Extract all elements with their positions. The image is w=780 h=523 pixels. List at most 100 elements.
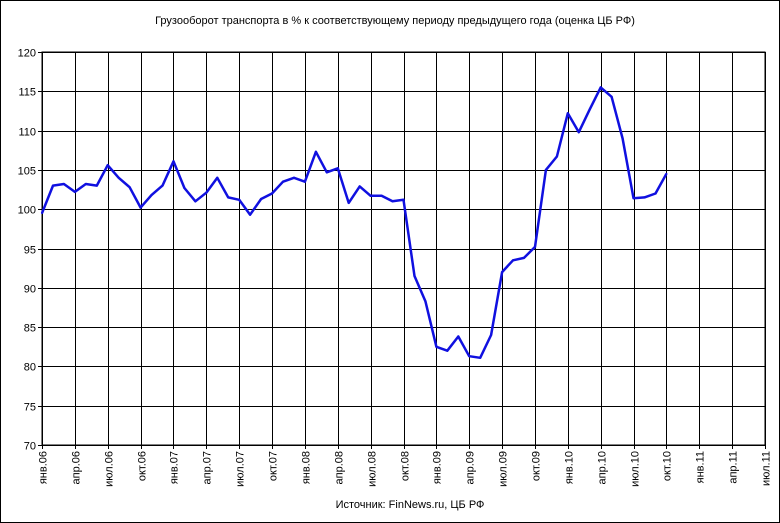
data-point [588,108,591,111]
x-axis-ticks: янв.06 апр.06 июл.06 окт.06 янв.07 апр.07 июл.… [38,445,773,487]
x-tick-label: апр.06 [71,451,83,484]
data-point [665,172,668,175]
data-point [457,335,460,338]
data-point [249,213,252,216]
x-tick-label: апр.08 [334,451,346,484]
data-point [161,184,164,187]
data-point [139,206,142,209]
x-tick-label: июл.06 [104,451,116,487]
data-point [512,259,514,262]
data-point [260,198,263,200]
data-point [336,167,339,170]
y-tick-label: 95 [24,245,36,257]
data-point [599,86,602,89]
data-point [293,176,295,179]
data-point [347,201,350,204]
data-point [632,197,635,200]
x-tick-label: янв.08 [301,451,313,484]
x-tick-label: июл.07 [235,451,247,487]
x-tick-label: июл.09 [498,451,510,487]
data-point [150,194,153,197]
x-tick-label: апр.11 [728,451,740,484]
data-point [325,171,328,174]
data-point [501,271,504,274]
data-point [369,194,372,197]
y-tick-label: 70 [24,441,36,453]
data-point [282,180,284,183]
x-tick-label: окт.06 [137,451,149,481]
data-point [227,196,230,199]
x-tick-label: окт.10 [662,451,674,481]
data-point [194,200,197,203]
data-point [555,155,558,158]
data-point [172,160,175,163]
data-point [205,191,208,194]
plot-border [41,51,766,446]
data-point [402,198,405,201]
data-point [62,183,65,185]
data-point [544,168,547,171]
data-point [41,212,43,215]
data-point [577,131,580,134]
data-point [435,345,438,348]
data-point [413,275,416,277]
data-point [271,192,273,195]
x-tick-label: янв.11 [695,451,707,483]
data-point [358,185,361,188]
y-tick-label: 115 [18,87,36,99]
data-point [128,186,131,189]
data-point [566,112,569,115]
grid-lines [42,52,766,446]
data-point [468,355,471,358]
data-point [446,349,449,352]
plot-area [41,51,766,446]
y-tick-label: 120 [18,48,36,60]
data-point [424,300,427,303]
x-tick-label: апр.07 [202,451,214,484]
x-tick-label: янв.06 [38,451,50,484]
data-point [621,137,624,140]
x-tick-label: янв.10 [564,451,576,484]
x-tick-label: июл.11 [761,451,773,486]
data-point [183,187,186,189]
data-point [117,176,120,179]
data-point [216,176,219,179]
y-tick-label: 75 [24,402,36,414]
x-tick-label: окт.09 [531,451,543,481]
data-point [52,184,54,187]
x-tick-label: апр.09 [465,451,477,484]
x-tick-label: окт.07 [268,451,280,481]
y-tick-label: 80 [24,362,36,374]
source-note: Источник: FinNews.ru, ЦБ РФ [336,499,485,511]
data-point [238,198,241,201]
y-tick-label: 90 [24,284,36,296]
x-tick-label: июл.08 [367,451,379,487]
data-point [479,356,482,359]
chart-title: Грузооборот транспорта в % к соответству… [155,15,635,27]
x-tick-label: янв.09 [432,451,444,484]
x-tick-label: янв.07 [169,451,181,484]
x-tick-label: апр.10 [597,451,609,484]
y-tick-label: 85 [24,323,36,335]
data-point [534,245,536,248]
data-point [303,180,306,183]
data-point [314,150,317,153]
y-axis-ticks: 70 75 80 85 90 95 100 105 110 115 120 [18,48,42,453]
y-tick-label: 110 [18,127,36,139]
x-tick-label: июл.10 [630,451,642,487]
data-point [73,190,76,193]
y-tick-label: 105 [18,166,36,178]
data-point [106,164,109,167]
data-point [95,184,98,187]
data-point [391,200,394,203]
data-point [610,95,613,98]
data-point [523,256,525,259]
data-point [490,334,493,336]
series-line [40,86,668,360]
series-group [40,86,668,360]
data-point [654,192,657,195]
data-point [643,196,646,199]
data-point [380,194,383,197]
y-tick-label: 100 [18,205,36,217]
